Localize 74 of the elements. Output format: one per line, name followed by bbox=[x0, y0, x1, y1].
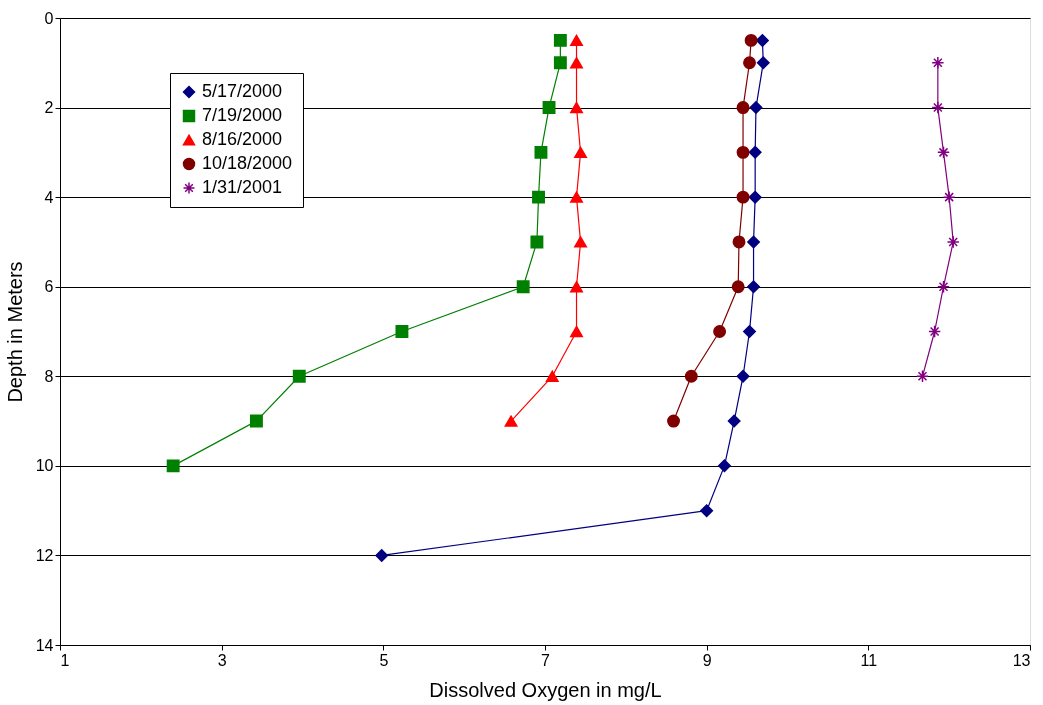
point bbox=[542, 101, 556, 115]
point bbox=[931, 101, 945, 115]
point bbox=[946, 235, 960, 249]
point bbox=[736, 190, 750, 204]
point bbox=[545, 370, 559, 382]
x-tick-label: 11 bbox=[860, 651, 878, 669]
point bbox=[570, 57, 583, 69]
point bbox=[747, 280, 760, 294]
point bbox=[937, 145, 950, 159]
point bbox=[747, 235, 760, 249]
point bbox=[928, 325, 942, 338]
point bbox=[727, 414, 741, 428]
point bbox=[504, 415, 518, 427]
y-tick-label: 10 bbox=[35, 457, 54, 475]
point bbox=[736, 145, 750, 159]
point bbox=[570, 191, 583, 203]
point bbox=[756, 56, 770, 70]
point bbox=[516, 280, 530, 294]
point bbox=[249, 414, 263, 428]
x-tick-label: 1 bbox=[60, 651, 70, 669]
y-tick-label: 0 bbox=[44, 9, 54, 27]
point bbox=[748, 145, 762, 159]
y-tick-label: 14 bbox=[35, 636, 54, 654]
point bbox=[570, 325, 583, 338]
point bbox=[553, 56, 567, 70]
x-tick-label: 3 bbox=[217, 651, 227, 669]
y-tick-label: 6 bbox=[44, 278, 54, 296]
point bbox=[534, 145, 548, 159]
point bbox=[570, 34, 583, 47]
legend-label: 8/16/2000 bbox=[202, 129, 283, 149]
point bbox=[743, 325, 756, 338]
point bbox=[530, 235, 544, 249]
x-tick-label: 5 bbox=[379, 651, 389, 669]
point bbox=[743, 56, 756, 70]
y-tick-label: 8 bbox=[44, 367, 54, 385]
y-tick-label: 12 bbox=[35, 546, 54, 564]
x-axis-title: Dissolved Oxygen in mg/L bbox=[429, 678, 662, 701]
x-tick-label: 13 bbox=[1012, 651, 1031, 669]
point bbox=[713, 325, 727, 338]
point bbox=[736, 101, 750, 115]
legend-label: 1/31/2001 bbox=[202, 177, 283, 197]
point bbox=[755, 33, 769, 47]
point bbox=[667, 414, 680, 428]
y-tick-label: 2 bbox=[44, 99, 54, 117]
point bbox=[718, 459, 731, 473]
point bbox=[574, 236, 588, 248]
x-tick-label: 7 bbox=[541, 651, 551, 669]
point bbox=[736, 369, 750, 383]
point bbox=[942, 190, 956, 204]
point bbox=[731, 280, 745, 294]
point bbox=[166, 459, 180, 473]
point bbox=[570, 101, 583, 114]
point bbox=[684, 369, 698, 383]
point bbox=[937, 280, 950, 294]
legend-label: 7/19/2000 bbox=[202, 105, 283, 125]
point bbox=[916, 369, 929, 383]
point bbox=[553, 33, 567, 47]
point bbox=[375, 548, 389, 562]
x-tick-label: 9 bbox=[702, 651, 712, 669]
y-axis-title: Depth in Meters bbox=[3, 261, 26, 403]
point bbox=[395, 325, 409, 338]
legend-label: 5/17/2000 bbox=[202, 81, 283, 101]
point bbox=[570, 281, 583, 293]
point bbox=[732, 235, 746, 249]
point bbox=[700, 504, 714, 518]
point bbox=[749, 101, 763, 115]
legend-label: 10/18/2000 bbox=[202, 153, 293, 173]
y-tick-label: 4 bbox=[44, 188, 54, 206]
point bbox=[532, 190, 545, 204]
point bbox=[748, 190, 762, 204]
point bbox=[574, 146, 588, 159]
point bbox=[292, 369, 306, 383]
point bbox=[931, 56, 945, 70]
point bbox=[744, 33, 758, 47]
